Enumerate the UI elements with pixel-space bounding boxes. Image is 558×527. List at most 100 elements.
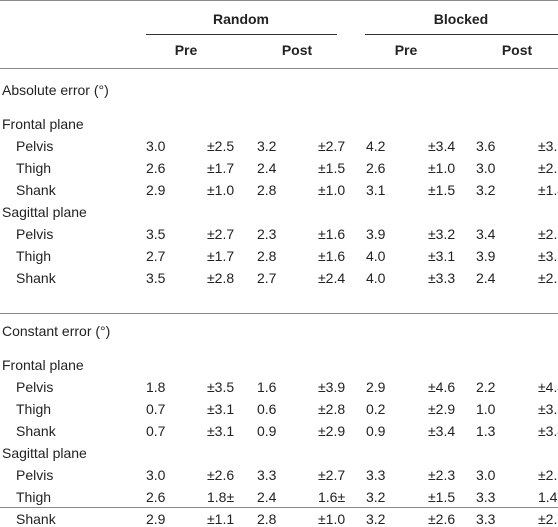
row-label: Pelvis (16, 379, 54, 395)
sd-value: ±2.5 (207, 138, 235, 154)
sd-value: ±3.4 (428, 138, 456, 154)
sd-value: ±4.4 (538, 379, 558, 395)
sd-value: ±2.7 (318, 138, 346, 154)
mean-value: 2.3 (257, 226, 277, 242)
sd-value: ±3.2 (428, 226, 456, 242)
mean-value: 3.1 (366, 181, 386, 198)
top-rule (0, 0, 558, 1)
mean-value: 2.6 (366, 159, 386, 176)
sd-value: ±3.3 (428, 269, 456, 286)
mean-value: 3.0 (476, 159, 496, 176)
row-label: Shank (16, 510, 56, 527)
sd-value: ±1.5 (318, 159, 346, 176)
mean-value: 0.9 (366, 422, 386, 439)
sd-value: ±1.0 (428, 159, 456, 176)
header-rule (0, 68, 558, 69)
sd-value: ±1.6 (318, 226, 346, 242)
sd-value: ±1.1 (207, 510, 235, 527)
row-label: Thigh (16, 159, 52, 176)
sd-value: ±3.1 (207, 400, 235, 417)
section-rule (0, 313, 558, 314)
mean-value: 3.9 (476, 247, 496, 264)
sd-value: ±1.5 (428, 488, 456, 505)
mean-value: 3.0 (476, 467, 496, 483)
sd-value: ±2.9 (428, 400, 456, 417)
plane-title: Frontal plane (2, 116, 84, 132)
plane-title: Sagittal plane (2, 445, 87, 461)
bottom-rule (0, 507, 558, 508)
mean-value: 0.2 (366, 400, 386, 417)
mean-value: 0.6 (257, 400, 277, 417)
sd-value: 1.4± (538, 488, 558, 505)
mean-value: 3.0 (146, 138, 166, 154)
sd-value: ±1.4 (538, 181, 558, 198)
sd-value: ±2.8 (318, 400, 346, 417)
mean-value: 3.4 (476, 226, 496, 242)
mean-value: 3.2 (366, 510, 386, 527)
mean-value: 0.7 (146, 400, 166, 417)
row-label: Pelvis (16, 467, 54, 483)
sd-value: ±1.0 (318, 181, 346, 198)
random-underline (146, 34, 337, 35)
section-title: Constant error (°) (2, 323, 111, 339)
mean-value: 3.2 (476, 181, 496, 198)
mean-value: 2.9 (146, 510, 166, 527)
row-label: Thigh (16, 247, 52, 264)
sd-value: 1.8± (207, 488, 235, 505)
sd-value: ±1.7 (207, 247, 235, 264)
mean-value: 3.3 (257, 467, 277, 483)
sd-value: ±2.9 (318, 422, 346, 439)
row-label: Shank (16, 181, 56, 198)
sd-value: ±3.6 (538, 400, 558, 417)
mean-value: 2.4 (257, 488, 277, 505)
mean-value: 2.6 (146, 159, 166, 176)
sd-value: ±2.7 (538, 467, 558, 483)
sd-value: ±4.6 (428, 379, 456, 395)
row-label: Shank (16, 422, 56, 439)
sd-value: ±2.7 (538, 269, 558, 286)
blocked-underline (365, 34, 558, 35)
sd-value: ±3.1 (207, 422, 235, 439)
sd-value: ±2.7 (207, 226, 235, 242)
mean-value: 2.8 (257, 181, 277, 198)
sd-value: ±2.7 (538, 510, 558, 527)
mean-value: 2.8 (257, 510, 277, 527)
mean-value: 3.3 (476, 488, 496, 505)
sd-value: ±2.8 (207, 269, 235, 286)
row-label: Pelvis (16, 226, 54, 242)
sd-value: ±1.0 (318, 510, 346, 527)
plane-title: Sagittal plane (2, 204, 87, 220)
mean-value: 1.3 (476, 422, 496, 439)
group-header-blocked: Blocked (433, 11, 489, 27)
mean-value: 4.2 (366, 138, 386, 154)
sd-value: ±1.5 (428, 181, 456, 198)
mean-value: 1.8 (146, 379, 166, 395)
mean-value: 1.6 (257, 379, 277, 395)
sd-value: ±2.1 (538, 159, 558, 176)
row-label: Thigh (16, 488, 52, 505)
sd-value: ±3.1 (428, 247, 456, 264)
mean-value: 2.7 (146, 247, 166, 264)
sd-value: ±3.4 (428, 422, 456, 439)
group-header-random: Random (213, 11, 269, 27)
row-label: Pelvis (16, 138, 54, 154)
mean-value: 3.5 (146, 226, 166, 242)
mean-value: 3.3 (366, 467, 386, 483)
mean-value: 3.5 (146, 269, 166, 286)
row-label: Shank (16, 269, 56, 286)
mean-value: 3.2 (257, 138, 277, 154)
phase-header-random-pre: Pre (174, 42, 198, 58)
mean-value: 2.9 (146, 181, 166, 198)
plane-title: Frontal plane (2, 357, 84, 373)
mean-value: 3.6 (476, 138, 496, 154)
sd-value: ±2.6 (207, 467, 235, 483)
sd-value: ±1.6 (318, 247, 346, 264)
mean-value: 2.2 (476, 379, 496, 395)
sd-value: ±3.5 (207, 379, 235, 395)
mean-value: 2.4 (257, 159, 277, 176)
sd-value: ±2.6 (428, 510, 456, 527)
sd-value: ±1.0 (207, 181, 235, 198)
mean-value: 3.9 (366, 226, 386, 242)
mean-value: 2.4 (476, 269, 496, 286)
mean-value: 3.3 (476, 510, 496, 527)
